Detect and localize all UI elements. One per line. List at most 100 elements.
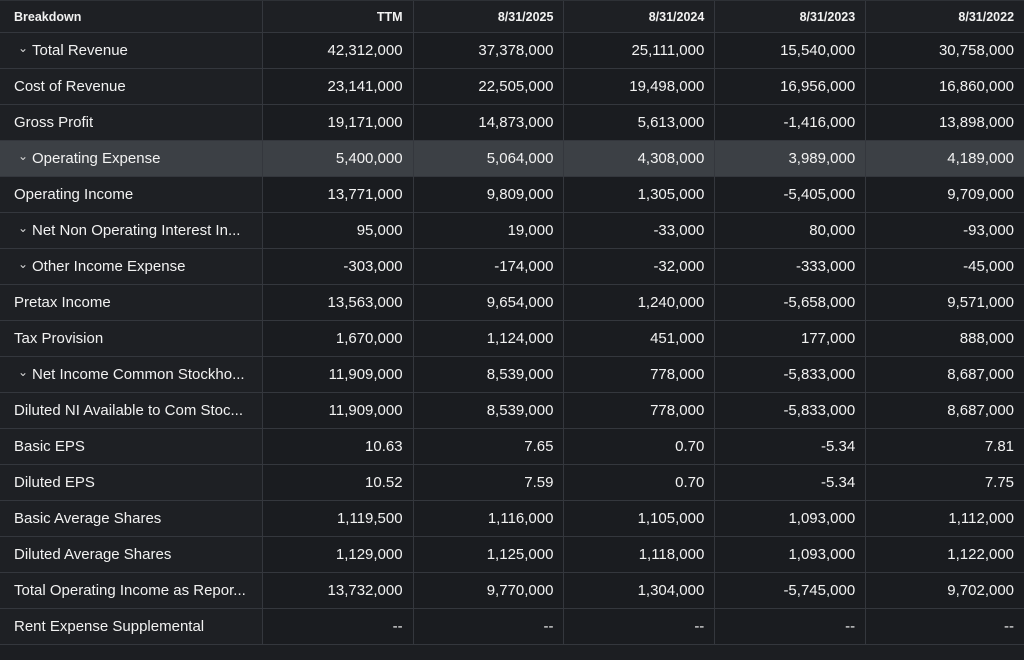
header-ttm[interactable]: TTM: [262, 1, 414, 32]
row-value-cell: 16,860,000: [866, 69, 1024, 104]
row-value-cell: 8,687,000: [866, 357, 1024, 392]
chevron-down-icon[interactable]: ⌄: [18, 364, 29, 379]
table-row[interactable]: ⌄ Net Non Operating Interest In... 95,000 1…: [0, 213, 1024, 249]
row-value-cell: 1,093,000: [715, 501, 867, 536]
chevron-down-icon[interactable]: ⌄: [18, 148, 29, 163]
table-row[interactable]: ⌄ Other Income Expense -303,000 -174,000 -32…: [0, 249, 1024, 285]
row-value-cell: -5,405,000: [715, 177, 867, 212]
row-value-cell: 30,758,000: [866, 33, 1024, 68]
row-value-cell: 11,909,000: [262, 393, 414, 428]
row-value-cell: 9,770,000: [413, 573, 565, 608]
row-value-cell: 1,304,000: [564, 573, 716, 608]
row-value-cell: -32,000: [564, 249, 716, 284]
row-label-cell: Total Operating Income as Repor...: [0, 573, 263, 608]
row-value-cell: 25,111,000: [564, 33, 716, 68]
row-label-cell: Rent Expense Supplemental: [0, 609, 263, 644]
row-value-cell: --: [715, 609, 867, 644]
row-label: Basic EPS: [14, 438, 85, 455]
row-value-cell: 1,125,000: [413, 537, 565, 572]
chevron-down-icon[interactable]: ⌄: [18, 220, 29, 235]
row-value-cell: 8,539,000: [413, 393, 565, 428]
table-row[interactable]: ⌄ Operating Expense 5,400,000 5,064,000 4,30…: [0, 141, 1024, 177]
row-value-cell: -5,833,000: [715, 357, 867, 392]
row-value-cell: 1,105,000: [564, 501, 716, 536]
row-value-cell: 177,000: [715, 321, 867, 356]
row-value-cell: 19,171,000: [262, 105, 414, 140]
row-value-cell: -5.34: [715, 465, 867, 500]
table-row[interactable]: ⌄ Net Income Common Stockho... 11,909,000 8…: [0, 357, 1024, 393]
row-label-cell[interactable]: ⌄ Total Revenue: [0, 33, 263, 68]
table-row: Diluted EPS 10.52 7.59 0.70 -5.34 7.75: [0, 465, 1024, 501]
row-value-cell: -174,000: [413, 249, 565, 284]
table-row: Tax Provision 1,670,000 1,124,000 451,000 17…: [0, 321, 1024, 357]
row-label-cell[interactable]: ⌄ Operating Expense: [0, 141, 263, 176]
header-breakdown[interactable]: Breakdown: [0, 1, 263, 32]
row-value-cell: 10.52: [262, 465, 414, 500]
row-label-cell: Cost of Revenue: [0, 69, 263, 104]
row-label: Net Non Operating Interest In...: [32, 222, 241, 239]
chevron-down-icon[interactable]: ⌄: [18, 256, 29, 271]
row-value-cell: 7.81: [866, 429, 1024, 464]
row-value-cell: -33,000: [564, 213, 716, 248]
table-row: Basic Average Shares 1,119,500 1,116,000 1,…: [0, 501, 1024, 537]
row-value-cell: 1,124,000: [413, 321, 565, 356]
row-label-cell: Diluted Average Shares: [0, 537, 263, 572]
row-value-cell: 80,000: [715, 213, 867, 248]
row-value-cell: 9,702,000: [866, 573, 1024, 608]
row-value-cell: -303,000: [262, 249, 414, 284]
table-row: Diluted Average Shares 1,129,000 1,125,000…: [0, 537, 1024, 573]
row-label: Rent Expense Supplemental: [14, 618, 205, 635]
financials-table: Breakdown TTM 8/31/2025 8/31/2024 8/31/2…: [0, 0, 1024, 645]
row-value-cell: 1,129,000: [262, 537, 414, 572]
row-value-cell: 42,312,000: [262, 33, 414, 68]
row-label: Other Income Expense: [32, 258, 186, 275]
row-value-cell: 1,112,000: [866, 501, 1024, 536]
row-value-cell: -333,000: [715, 249, 867, 284]
row-value-cell: 16,956,000: [715, 69, 867, 104]
header-2023[interactable]: 8/31/2023: [715, 1, 867, 32]
header-2022[interactable]: 8/31/2022: [866, 1, 1024, 32]
row-label-cell: Basic EPS: [0, 429, 263, 464]
row-value-cell: 8,539,000: [413, 357, 565, 392]
row-value-cell: -5,833,000: [715, 393, 867, 428]
row-value-cell: 1,119,500: [262, 501, 414, 536]
row-label: Operating Expense: [32, 150, 161, 167]
row-value-cell: 0.70: [564, 465, 716, 500]
row-value-cell: 19,000: [413, 213, 565, 248]
row-label: Net Income Common Stockho...: [32, 366, 245, 383]
row-label: Diluted EPS: [14, 474, 95, 491]
row-value-cell: 0.70: [564, 429, 716, 464]
row-value-cell: 5,064,000: [413, 141, 565, 176]
row-value-cell: --: [413, 609, 565, 644]
row-value-cell: -1,416,000: [715, 105, 867, 140]
row-value-cell: 95,000: [262, 213, 414, 248]
row-label: Diluted Average Shares: [14, 546, 172, 563]
row-value-cell: -5,658,000: [715, 285, 867, 320]
row-label-cell[interactable]: ⌄ Net Income Common Stockho...: [0, 357, 263, 392]
header-2024[interactable]: 8/31/2024: [564, 1, 716, 32]
row-label-cell[interactable]: ⌄ Other Income Expense: [0, 249, 263, 284]
table-row: Diluted NI Available to Com Stoc... 11,90…: [0, 393, 1024, 429]
row-label: Basic Average Shares: [14, 510, 162, 527]
row-label: Total Operating Income as Repor...: [14, 582, 246, 599]
row-value-cell: 1,116,000: [413, 501, 565, 536]
row-value-cell: 1,093,000: [715, 537, 867, 572]
row-label-cell[interactable]: ⌄ Net Non Operating Interest In...: [0, 213, 263, 248]
row-value-cell: 1,118,000: [564, 537, 716, 572]
chevron-down-icon[interactable]: ⌄: [18, 40, 29, 55]
row-value-cell: 1,305,000: [564, 177, 716, 212]
row-value-cell: 7.75: [866, 465, 1024, 500]
row-label: Diluted NI Available to Com Stoc...: [14, 402, 243, 419]
table-row[interactable]: ⌄ Total Revenue 42,312,000 37,378,000 25,111…: [0, 33, 1024, 69]
row-value-cell: 9,709,000: [866, 177, 1024, 212]
row-label-cell: Basic Average Shares: [0, 501, 263, 536]
row-value-cell: 1,670,000: [262, 321, 414, 356]
header-2025[interactable]: 8/31/2025: [413, 1, 565, 32]
row-label: Operating Income: [14, 186, 134, 203]
row-value-cell: -93,000: [866, 213, 1024, 248]
row-value-cell: 13,563,000: [262, 285, 414, 320]
row-value-cell: 37,378,000: [413, 33, 565, 68]
row-label: Total Revenue: [32, 42, 128, 59]
row-value-cell: 888,000: [866, 321, 1024, 356]
row-value-cell: 1,122,000: [866, 537, 1024, 572]
